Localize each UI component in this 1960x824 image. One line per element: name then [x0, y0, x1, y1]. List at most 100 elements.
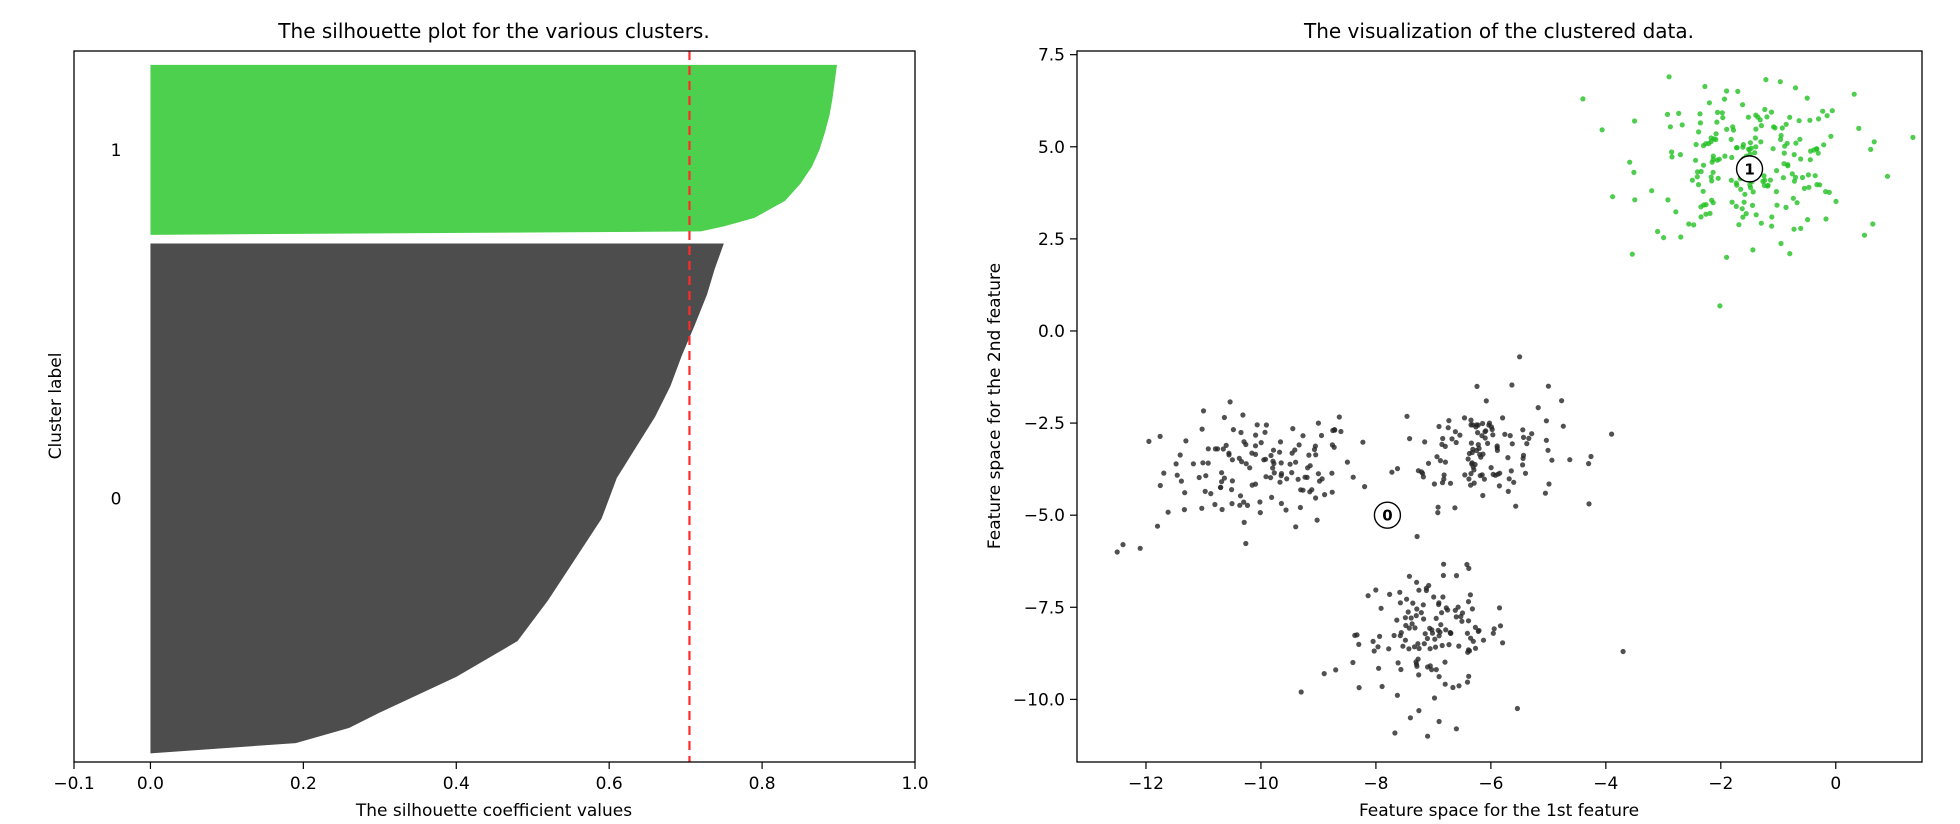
silhouette-plot-frame	[73, 50, 916, 763]
scatter-point-cluster-1	[1762, 177, 1768, 183]
scatter-point-cluster-1	[1770, 146, 1776, 152]
scatter-point-cluster-0	[1559, 398, 1565, 404]
scatter-y-tick-label: −10.0	[1013, 690, 1065, 710]
scatter-point-cluster-0	[1431, 481, 1437, 487]
scatter-point-cluster-1	[1700, 188, 1706, 194]
scatter-point-cluster-0	[1452, 429, 1458, 435]
scatter-point-cluster-0	[1464, 679, 1471, 685]
scatter-point-cluster-1	[1755, 114, 1761, 120]
scatter-point-cluster-1	[1724, 254, 1730, 260]
scatter-point-cluster-1	[1709, 178, 1715, 184]
scatter-point-cluster-0	[1620, 648, 1626, 655]
scatter-point-cluster-0	[1208, 491, 1214, 497]
scatter-point-cluster-1	[1698, 168, 1704, 175]
scatter-point-cluster-1	[1747, 182, 1753, 188]
scatter-x-tick-label: −2	[1708, 774, 1733, 794]
scatter-point-cluster-1	[1708, 174, 1714, 180]
scatter-point-cluster-1	[1884, 173, 1891, 179]
scatter-point-cluster-0	[1352, 632, 1358, 639]
scatter-point-cluster-0	[1491, 626, 1497, 632]
scatter-point-cluster-0	[1322, 492, 1328, 498]
scatter-point-cluster-1	[1664, 111, 1671, 117]
scatter-point-cluster-0	[1477, 473, 1483, 479]
scatter-x-axis-label: Feature space for the 1st feature	[1359, 801, 1639, 821]
scatter-point-cluster-0	[1252, 451, 1259, 457]
scatter-point-cluster-0	[1500, 640, 1506, 646]
scatter-point-cluster-1	[1698, 204, 1704, 210]
scatter-point-cluster-1	[1649, 188, 1655, 194]
scatter-point-cluster-0	[1365, 593, 1371, 599]
scatter-point-cluster-0	[1450, 684, 1456, 691]
scatter-point-cluster-0	[1472, 645, 1479, 651]
scatter-point-cluster-0	[1386, 646, 1392, 652]
scatter-point-cluster-1	[1631, 169, 1637, 175]
scatter-point-cluster-0	[1509, 441, 1515, 447]
scatter-point-cluster-0	[1257, 509, 1263, 516]
scatter-point-cluster-0	[1509, 382, 1515, 388]
scatter-point-cluster-1	[1740, 102, 1746, 108]
scatter-y-tick-label: 2.5	[1038, 230, 1065, 250]
scatter-point-cluster-0	[1404, 596, 1410, 602]
silhouette-plot: The silhouette plot for the various clus…	[46, 19, 929, 821]
scatter-point-cluster-0	[1465, 456, 1471, 462]
scatter-point-cluster-1	[1750, 247, 1756, 253]
scatter-y-tick-label: 7.5	[1038, 46, 1065, 66]
scatter-point-cluster-1	[1813, 146, 1819, 152]
scatter-point-cluster-0	[1414, 606, 1420, 612]
scatter-point-cluster-0	[1435, 627, 1441, 633]
scatter-point-cluster-0	[1229, 457, 1235, 463]
scatter-point-cluster-1	[1713, 131, 1719, 137]
scatter-point-cluster-1	[1719, 110, 1725, 116]
scatter-point-cluster-0	[1514, 705, 1520, 712]
scatter-point-cluster-0	[1237, 502, 1243, 508]
scatter-point-cluster-0	[1304, 474, 1310, 480]
scatter-point-cluster-0	[1296, 442, 1302, 448]
scatter-point-cluster-1	[1787, 251, 1793, 257]
scatter-point-cluster-0	[1507, 433, 1513, 439]
scatter-point-cluster-0	[1431, 695, 1438, 701]
scatter-point-cluster-0	[1490, 630, 1496, 636]
scatter-x-tick-label: −6	[1478, 774, 1503, 794]
scatter-point-cluster-1	[1667, 124, 1673, 130]
scatter-point-cluster-0	[1319, 476, 1325, 482]
scatter-point-cluster-1	[1728, 177, 1734, 183]
scatter-point-cluster-1	[1710, 169, 1716, 175]
scatter-point-cluster-1	[1709, 159, 1715, 165]
scatter-point-cluster-0	[1425, 460, 1432, 466]
scatter-point-cluster-1	[1780, 175, 1786, 181]
scatter-point-cluster-1	[1791, 152, 1797, 158]
scatter-point-cluster-0	[1496, 605, 1503, 611]
scatter-point-cluster-0	[1221, 475, 1227, 481]
scatter-point-cluster-0	[1307, 489, 1313, 495]
scatter-point-cluster-0	[1244, 502, 1251, 508]
silhouette-x-tick-label: 0.8	[749, 774, 776, 794]
scatter-point-cluster-0	[1329, 489, 1335, 495]
scatter-point-cluster-1	[1779, 125, 1785, 131]
scatter-point-cluster-0	[1480, 492, 1486, 499]
scatter-point-cluster-0	[1290, 426, 1296, 432]
scatter-point-cluster-1	[1782, 143, 1788, 149]
scatter-point-cluster-0	[1520, 462, 1526, 468]
silhouette-x-tick-label: 0.2	[290, 774, 317, 794]
scatter-point-cluster-0	[1442, 443, 1448, 449]
scatter-point-cluster-0	[1466, 565, 1472, 572]
scatter-point-cluster-0	[1609, 431, 1615, 437]
scatter-point-cluster-0	[1479, 433, 1485, 439]
scatter-point-cluster-0	[1270, 458, 1276, 464]
scatter-point-cluster-1	[1698, 214, 1704, 220]
scatter-point-cluster-0	[1505, 455, 1511, 461]
scatter-point-cluster-1	[1799, 174, 1806, 181]
scatter-point-cluster-0	[1445, 425, 1451, 431]
scatter-point-cluster-0	[1373, 587, 1379, 593]
scatter-point-cluster-1	[1806, 184, 1812, 190]
scatter-point-cluster-0	[1283, 507, 1289, 513]
scatter-point-cluster-0	[1455, 604, 1461, 610]
scatter-point-cluster-0	[1467, 592, 1473, 598]
scatter-point-cluster-0	[1183, 438, 1189, 444]
scatter-point-cluster-1	[1702, 83, 1708, 90]
scatter-point-cluster-1	[1703, 141, 1709, 147]
scatter-point-cluster-0	[1440, 435, 1446, 442]
scatter-point-cluster-0	[1480, 420, 1486, 427]
scatter-point-cluster-0	[1476, 445, 1482, 451]
scatter-point-cluster-0	[1465, 618, 1472, 624]
